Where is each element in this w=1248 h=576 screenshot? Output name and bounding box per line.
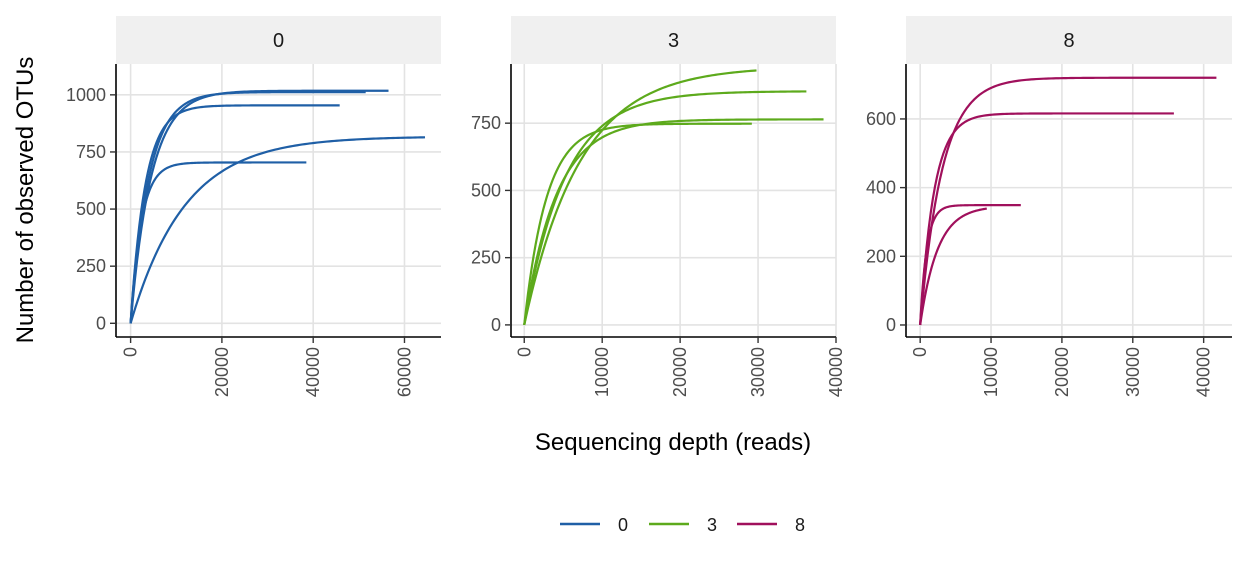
facet-strip-label: 3 xyxy=(668,30,679,52)
x-tick-label: 0 xyxy=(121,347,141,357)
x-tick-label: 40000 xyxy=(826,347,846,397)
x-tick-label: 30000 xyxy=(748,347,768,397)
y-tick-label: 500 xyxy=(76,199,106,219)
x-tick-label: 20000 xyxy=(1052,347,1072,397)
x-tick-label: 30000 xyxy=(1123,347,1143,397)
y-tick-label: 750 xyxy=(76,142,106,162)
series-line xyxy=(129,161,307,324)
facet-strip xyxy=(116,16,441,64)
series-line xyxy=(129,136,426,324)
x-tick-label: 10000 xyxy=(592,347,612,397)
y-tick-label: 500 xyxy=(471,180,501,200)
series-line xyxy=(919,112,1174,326)
facet-panel-3: 3 0 250 500 750 0 10000 20000 30000 40000 xyxy=(471,16,846,397)
facet-strip-label: 0 xyxy=(273,30,284,52)
facet-strip xyxy=(511,16,836,64)
y-axis-title: Number of observed OTUs xyxy=(12,57,39,344)
series-line xyxy=(523,118,824,326)
x-tick-label: 60000 xyxy=(394,347,414,397)
x-axis-title: Sequencing depth (reads) xyxy=(535,429,811,456)
legend-entry-0: 0 xyxy=(560,515,628,535)
x-tick-label: 10000 xyxy=(981,347,1001,397)
x-tick-label: 40000 xyxy=(1194,347,1214,397)
x-tick-label: 20000 xyxy=(212,347,232,397)
y-tick-label: 200 xyxy=(866,246,896,266)
facet-strip-label: 8 xyxy=(1063,30,1074,52)
x-tick-label: 0 xyxy=(514,347,534,357)
series-line xyxy=(919,207,988,326)
series-line xyxy=(129,104,340,324)
y-tick-label: 600 xyxy=(866,109,896,129)
y-tick-label: 250 xyxy=(76,256,106,276)
y-tick-label: 400 xyxy=(866,178,896,198)
y-tick-label: 0 xyxy=(491,315,501,335)
x-tick-label: 0 xyxy=(910,347,930,357)
series-line xyxy=(523,69,757,326)
y-tick-label: 750 xyxy=(471,113,501,133)
facet-strip xyxy=(906,16,1232,64)
y-tick-label: 0 xyxy=(96,313,106,333)
legend-label: 3 xyxy=(707,515,717,535)
legend-label: 0 xyxy=(618,515,628,535)
x-tick-label: 20000 xyxy=(670,347,690,397)
facet-panel-0: 0 0 250 500 750 1000 0 20000 40000 60000 xyxy=(66,16,441,397)
y-tick-label: 1000 xyxy=(66,85,106,105)
series-line xyxy=(129,89,389,324)
y-tick-label: 250 xyxy=(471,248,501,268)
series-line xyxy=(919,204,1022,326)
legend-entry-3: 3 xyxy=(649,515,717,535)
facet-panel-8: 8 0 200 400 600 0 10000 20000 30000 40000 xyxy=(866,16,1232,397)
series-line xyxy=(919,76,1217,326)
x-tick-label: 40000 xyxy=(303,347,323,397)
legend: 0 3 8 xyxy=(560,515,805,535)
legend-label: 8 xyxy=(795,515,805,535)
series-line xyxy=(523,90,807,326)
y-tick-label: 0 xyxy=(886,315,896,335)
legend-entry-8: 8 xyxy=(737,515,805,535)
series-line xyxy=(523,122,752,326)
